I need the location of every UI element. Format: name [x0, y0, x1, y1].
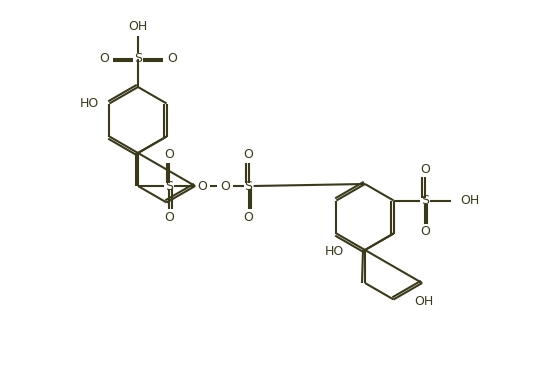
Text: O: O — [420, 225, 430, 238]
Text: S: S — [421, 194, 429, 207]
Text: O: O — [220, 180, 230, 192]
Text: S: S — [245, 180, 253, 192]
Text: OH: OH — [460, 194, 480, 207]
Text: O: O — [197, 180, 207, 192]
Text: O: O — [167, 53, 177, 66]
Text: O: O — [99, 53, 109, 66]
Text: O: O — [165, 148, 175, 161]
Text: HO: HO — [80, 97, 99, 110]
Text: OH: OH — [129, 20, 147, 33]
Text: S: S — [134, 53, 142, 66]
Text: O: O — [244, 211, 254, 224]
Text: O: O — [165, 211, 175, 224]
Text: O: O — [420, 163, 430, 176]
Text: OH: OH — [414, 294, 434, 307]
Text: O: O — [244, 148, 254, 161]
Text: S: S — [166, 180, 173, 192]
Text: HO: HO — [325, 245, 344, 258]
